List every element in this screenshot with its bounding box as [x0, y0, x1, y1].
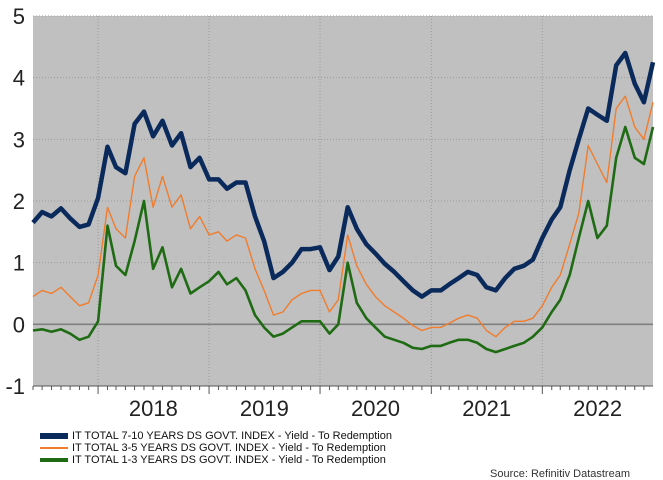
series-line-0: [31, 50, 656, 299]
legend-item-7-10: IT TOTAL 7-10 YEARS DS GOVT. INDEX - Yie…: [40, 430, 392, 442]
y-tick-label: 4: [13, 66, 25, 91]
series-line-1: [32, 95, 654, 338]
legend-swatch-1-3: [40, 458, 68, 462]
y-axis-ticks: 5 4 3 2 1 0 -1: [5, 4, 25, 399]
x-tick-label: 2021: [462, 396, 511, 421]
legend-swatch-7-10: [40, 433, 68, 439]
series-line-2: [32, 125, 655, 354]
y-tick-label: 5: [13, 4, 25, 29]
y-tick-label: 0: [13, 312, 25, 337]
series-lines: [31, 50, 656, 354]
y-tick-label: 3: [13, 127, 25, 152]
source-note: Source: Refinitiv Datastream: [490, 468, 630, 480]
legend-swatch-3-5: [40, 447, 68, 449]
x-tick-label: 2022: [573, 396, 622, 421]
legend-item-3-5: IT TOTAL 3-5 YEARS DS GOVT. INDEX - Yiel…: [40, 442, 392, 454]
y-tick-label: 2: [13, 189, 25, 214]
y-tick-label: 1: [13, 251, 25, 276]
x-tick-label: 2020: [351, 396, 400, 421]
x-tick-label: 2019: [240, 396, 289, 421]
legend: IT TOTAL 7-10 YEARS DS GOVT. INDEX - Yie…: [40, 430, 392, 466]
y-tick-label: -1: [5, 374, 25, 399]
legend-label-7-10: IT TOTAL 7-10 YEARS DS GOVT. INDEX - Yie…: [72, 430, 392, 442]
x-tick-label: 2018: [129, 396, 178, 421]
chart: 5 4 3 2 1 0 -1 2018 2019 2020 2021 2022: [5, 4, 656, 421]
legend-label-3-5: IT TOTAL 3-5 YEARS DS GOVT. INDEX - Yiel…: [72, 442, 386, 454]
x-axis-ticks: 2018 2019 2020 2021 2022: [32, 385, 653, 421]
legend-label-1-3: IT TOTAL 1-3 YEARS DS GOVT. INDEX - Yiel…: [72, 454, 386, 466]
legend-item-1-3: IT TOTAL 1-3 YEARS DS GOVT. INDEX - Yiel…: [40, 454, 392, 466]
